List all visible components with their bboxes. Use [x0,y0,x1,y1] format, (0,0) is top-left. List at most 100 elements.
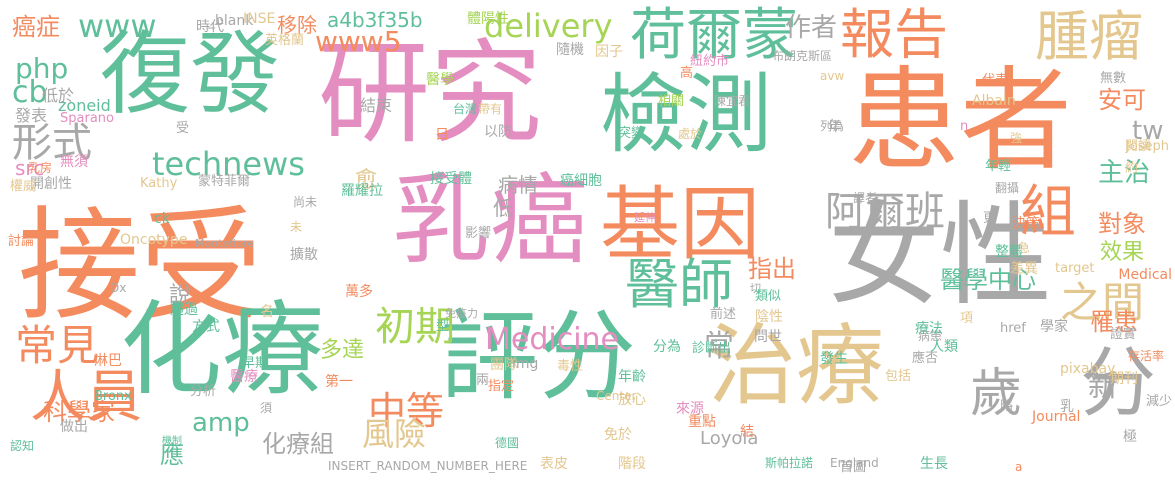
cloud-word: 癌症 [12,13,60,41]
cloud-word: 指出 [748,255,796,283]
cloud-word: 作者 [785,13,838,43]
cloud-word: 英格蘭 [265,33,305,48]
cloud-word: 無須 [60,154,88,170]
cloud-word: 重點 [688,414,716,430]
cloud-word: 荷爾蒙 [630,3,798,68]
cloud-word: php [15,52,69,85]
cloud-word: 結 [740,424,754,440]
cloud-word: 主治 [1098,158,1151,188]
cloud-word: 羅耀拉 [341,183,383,199]
cloud-word: 新 [1088,369,1118,404]
cloud-word: 極 [1123,429,1137,445]
cloud-word: 因子 [595,44,623,60]
cloud-word: 低 [493,196,513,220]
cloud-word: 開創性 [30,176,72,192]
cloud-word: 方式 [192,319,220,335]
cloud-word: avw [820,69,845,83]
cloud-word: 陳宜君 [714,94,751,108]
cloud-word: England [830,456,879,470]
cloud-word: 分析 [190,384,217,399]
cloud-word: 接受 [18,195,262,337]
cloud-word: 說 [169,283,192,308]
cloud-word: 對象 [1098,210,1146,238]
cloud-word: 放心 [618,392,646,408]
cloud-word: 安可 [1098,86,1146,114]
cloud-word: 科學家 [43,398,115,426]
cloud-word: 歲 [970,364,1023,424]
cloud-word: 權威 [10,179,37,194]
cloud-word: amp [192,408,250,438]
cloud-word: n [960,119,969,134]
cloud-word: 首圖 [840,460,867,475]
cloud-word: a4b3f35b [327,8,423,32]
cloud-word: 高 [680,66,694,81]
cloud-word: 研究 [318,29,542,159]
cloud-word: 發生 [820,351,848,367]
cloud-word: ck [154,211,170,227]
cloud-word: 布朗克斯區 [772,49,833,63]
cloud-word: 免疫力 [445,307,478,320]
cloud-word: INSE [243,11,276,27]
cloud-word: 發表 [15,106,48,125]
cloud-word: 更 [983,211,997,226]
cloud-word: 醫學 [426,72,454,88]
cloud-word: 低於 [42,86,75,105]
cloud-word: 基因 [600,178,760,271]
cloud-word: 分為 [653,339,681,355]
cloud-word: a [1015,460,1023,474]
cloud-word: 處於 [678,127,703,141]
cloud-word: 斯帕拉諾 [765,456,814,470]
cloud-word: 乳癌 [392,164,589,278]
cloud-word: 常 [704,329,734,364]
cloud-word: 年 [828,119,842,135]
cloud-word: Medicine [485,322,620,357]
cloud-word: 效果 [1100,240,1145,265]
cloud-word: 愈 [355,168,378,193]
cloud-word: 診斷出 [692,341,732,356]
cloud-word: 擴散 [290,247,318,263]
cloud-word: 移除 [277,13,317,37]
cloud-word: tw [1132,116,1164,146]
cloud-word: 尚未 [293,195,318,209]
cloud-word: 差異 [1010,261,1038,277]
cloud-word: 決策 [1012,216,1040,232]
cloud-word: pixabay [1060,361,1116,377]
cloud-word: 存活率 [1128,349,1165,363]
cloud-word: 譯者 [853,191,878,205]
cloud-word: 問世 [754,329,782,345]
cloud-word: 報告 [840,3,948,66]
cloud-word: 前述 [710,307,737,322]
cloud-word: 中等 [368,389,445,433]
cloud-word: 應否 [912,351,939,366]
cloud-word: 約 [1125,161,1139,176]
cloud-word: 分 [1080,338,1156,427]
cloud-word: 人員 [30,365,142,430]
cloud-word: Montefiore [195,237,254,250]
cloud-word: 醫學中心 [940,266,1036,294]
cloud-word: 以防 [484,124,512,140]
cloud-word: 時代 [196,19,224,35]
cloud-word: 階段 [618,456,646,472]
cloud-word: 年輕 [985,159,1012,174]
cloud-word: 無數 [1100,71,1127,86]
cloud-word: 紐約市 [690,54,730,69]
cloud-word: 機制 [162,436,182,447]
cloud-word: 翻攝 [995,181,1020,195]
cloud-word: 組 [1020,180,1076,245]
cloud-word: 之間 [1060,278,1145,327]
cloud-word: 未 [290,220,303,234]
cloud-word: 病情 [498,173,538,197]
cloud-word: 體陽性 [467,11,509,27]
cloud-word: 醫療 [230,369,258,385]
cloud-word: 期刊 [1110,371,1138,387]
cloud-word: 復發 [100,22,280,127]
cloud-word: 毒性 [557,359,584,374]
cloud-word: img [512,356,539,372]
cloud-word: Bronx [94,389,132,404]
cloud-word: 多達 [320,338,365,363]
cloud-word: 腫瘤 [1035,5,1143,68]
cloud-word: 影響 [465,226,492,241]
cloud-word: 治療 [708,314,885,417]
cloud-word: 淋巴 [94,353,122,369]
cloud-word: cb [12,75,48,110]
